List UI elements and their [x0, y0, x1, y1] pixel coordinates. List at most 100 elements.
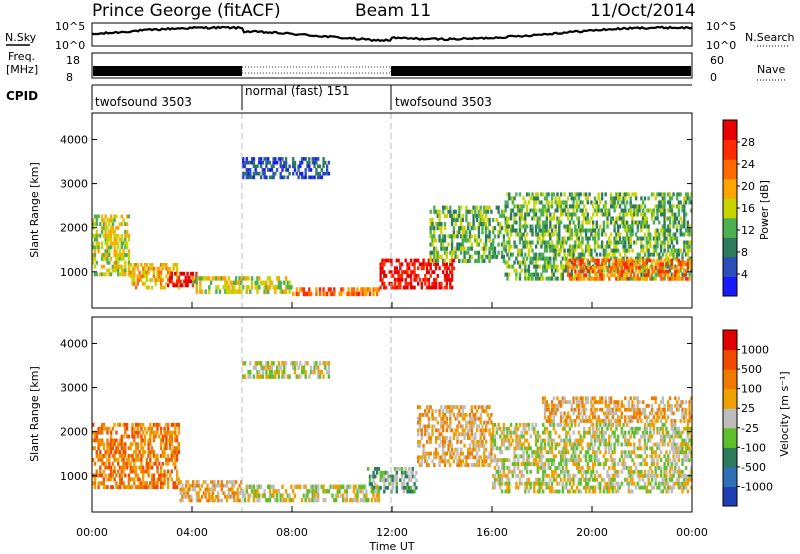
velocity-cell	[133, 469, 136, 474]
velocity-cell	[393, 478, 397, 483]
velocity-cell	[284, 497, 288, 503]
power-cell	[542, 228, 545, 233]
power-cell	[686, 252, 689, 257]
power-cell	[679, 228, 682, 233]
velocity-cell	[133, 450, 136, 454]
power-cell	[600, 192, 604, 197]
velocity-cell	[615, 473, 618, 478]
velocity-cell	[129, 461, 132, 466]
power-cell	[458, 213, 461, 218]
power-cell	[208, 289, 211, 294]
power-cell	[645, 258, 648, 263]
velocity-cell	[274, 497, 277, 503]
velocity-cell	[656, 485, 659, 490]
power-cell	[136, 278, 139, 282]
velocity-cell	[565, 458, 568, 463]
velocity-cell	[633, 450, 636, 455]
power-cell	[663, 269, 666, 274]
power-cell	[581, 200, 584, 205]
power-cell	[452, 217, 456, 222]
power-cell	[150, 278, 154, 282]
power-cell	[575, 264, 579, 269]
power-cell	[436, 274, 439, 278]
power-cell	[658, 200, 661, 205]
velocity-cell	[515, 426, 518, 431]
velocity-cell	[592, 426, 595, 431]
power-cell	[668, 216, 672, 221]
power-cell	[145, 274, 148, 279]
velocity-cell	[659, 426, 663, 431]
velocity-cell	[672, 446, 675, 451]
power-cell	[533, 216, 536, 221]
velocity-cell	[424, 409, 427, 413]
power-cell	[559, 260, 563, 265]
velocity-cell	[400, 482, 404, 486]
power-cell	[463, 226, 466, 231]
velocity-cell	[636, 473, 639, 478]
power-cell	[95, 222, 98, 227]
power-cell	[136, 281, 139, 286]
power-cell	[531, 224, 534, 229]
velocity-cell	[672, 458, 675, 463]
velocity-cell	[588, 477, 591, 482]
velocity-cell	[222, 491, 225, 495]
velocity-cell	[561, 469, 564, 474]
power-cell	[545, 224, 548, 229]
power-cell	[588, 220, 591, 225]
velocity-cell	[140, 465, 143, 470]
power-cell	[686, 262, 689, 266]
power-cell	[120, 264, 123, 269]
power-cell	[450, 250, 454, 255]
velocity-cell	[459, 459, 463, 464]
power-cell	[625, 220, 629, 225]
power-cell	[118, 253, 122, 257]
power-cell	[479, 217, 482, 222]
velocity-cell	[515, 430, 518, 435]
velocity-cell	[492, 473, 495, 478]
power-cell	[588, 265, 591, 270]
velocity-cell	[102, 469, 106, 474]
power-cell	[518, 216, 522, 221]
velocity-cell	[122, 461, 125, 466]
power-cell	[413, 262, 416, 267]
power-cell	[449, 213, 452, 218]
power-cell	[179, 279, 182, 284]
velocity-cell	[549, 434, 552, 439]
power-cell	[111, 268, 114, 273]
power-cell	[261, 280, 264, 286]
power-cell	[650, 252, 654, 257]
velocity-cell	[665, 434, 668, 439]
velocity-cell	[174, 454, 177, 458]
power-cell	[513, 228, 516, 233]
power-cell	[449, 234, 452, 239]
power-cell	[600, 232, 604, 237]
velocity-cell	[640, 462, 643, 467]
power-cell	[631, 262, 634, 266]
velocity-cell	[552, 438, 556, 443]
power-cell	[467, 250, 470, 255]
power-cell	[102, 233, 106, 238]
velocity-cell	[579, 458, 582, 463]
power-cell	[634, 262, 638, 266]
velocity-cell	[609, 454, 613, 459]
power-cell	[159, 274, 163, 279]
velocity-cell	[647, 422, 650, 427]
power-cell	[618, 212, 622, 217]
velocity-cell	[479, 405, 482, 410]
velocity-cell	[608, 481, 611, 486]
power-cell	[536, 236, 539, 241]
power-cell	[679, 232, 682, 237]
power-cell	[670, 258, 673, 263]
velocity-cell	[431, 413, 434, 417]
velocity-cell	[593, 458, 597, 463]
power-cell	[195, 271, 198, 276]
velocity-cell	[425, 463, 429, 467]
power-cell	[574, 258, 577, 263]
velocity-cell	[340, 493, 343, 498]
velocity-cell	[95, 454, 98, 458]
power-cell	[522, 232, 525, 237]
power-cell	[542, 208, 545, 213]
power-cell	[668, 258, 672, 263]
power-cell	[663, 192, 666, 197]
velocity-cell	[313, 489, 316, 494]
